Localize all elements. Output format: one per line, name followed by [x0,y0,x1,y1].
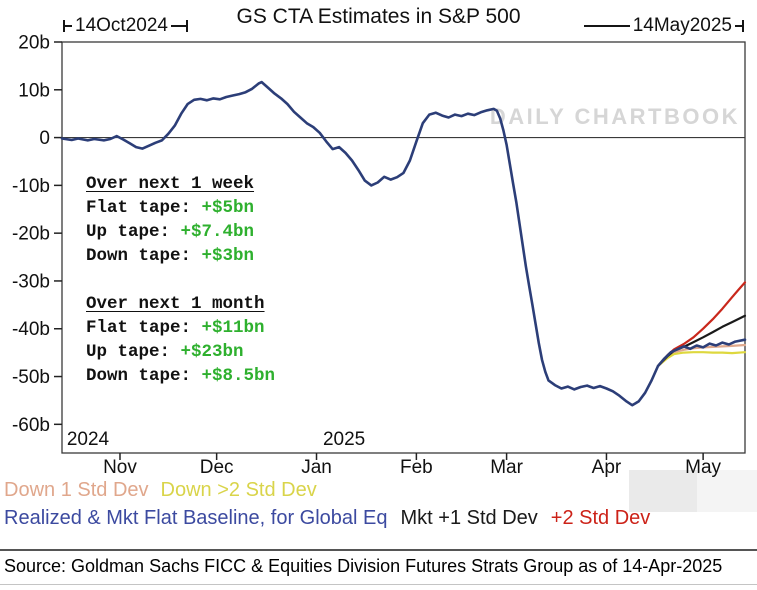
range-cap-icon [185,19,188,32]
y-tick-label: -60b [12,415,50,436]
annotation-week-group: Over next 1 week Flat tape: +$5bn Up tap… [86,172,275,268]
annotation-row: Down tape: +$8.5bn [86,364,275,388]
annotation-label: Down tape: [86,246,202,266]
y-tick-label: -30b [12,271,50,292]
range-line [170,24,186,27]
annotation-row: Up tape: +$7.4bn [86,220,275,244]
end-date-label: 14May2025 [632,15,732,36]
divider [0,549,757,551]
x-tick-label: Feb [400,457,433,478]
annotation-label: Up tape: [86,342,181,362]
range-cap-icon [742,19,744,32]
y-tick-label: 10b [18,80,50,101]
source-text: Source: Goldman Sachs FICC & Equities Di… [4,556,723,576]
annotation-month-group: Over next 1 month Flat tape: +$11bn Up t… [86,292,275,388]
annotation-row: Flat tape: +$5bn [86,196,275,220]
range-line [65,24,72,27]
date-range-start: 14Oct2024 [63,16,188,35]
year-label: 2025 [323,429,365,450]
range-line [735,24,742,27]
page-title: GS CTA Estimates in S&P 500 [236,5,521,28]
series-line-realized-flat-baseline [60,80,747,407]
divider [0,584,757,585]
chart-canvas: DAILY CHARTBOOK 20b 10b 0 -10b -20b -30b -40b -… [12,33,747,478]
range-line [583,24,630,27]
annotation-value: +$5bn [201,198,255,218]
y-tick-label: -50b [12,367,50,388]
y-tick-label: -20b [12,224,50,245]
start-date-label: 14Oct2024 [75,15,168,36]
series-line-mkt-plus-1-std-dev [656,314,747,368]
annotation-row: Up tape: +$23bn [86,340,275,364]
range-cap-icon [63,19,65,32]
legend-row-2: Realized & Mkt Flat Baseline, for Global… [4,507,650,530]
annotation-value: +$8.5bn [201,366,276,386]
annotation-value: +$23bn [180,342,244,362]
legend-item-down-1-std-dev: Down 1 Std Dev [4,479,149,501]
date-range-end: 14May2025 [583,15,744,36]
annotation-row: Flat tape: +$11bn [86,316,275,340]
watermark-artifact [629,470,697,512]
legend-item-plus-2-std-dev: +2 Std Dev [550,507,651,529]
annotation-month-title: Over next 1 month [86,294,265,314]
legend-row-1: Down 1 Std Dev Down >2 Std Dev [4,479,317,502]
annotation-row: Down tape: +$3bn [86,244,275,268]
legend-item-mkt-plus-1-std-dev: Mkt +1 Std Dev [400,507,538,529]
y-tick-label: 20b [18,33,50,54]
annotation-label: Flat tape: [86,198,202,218]
x-tick-label: Jan [301,457,332,478]
legend-item-realized-baseline: Realized & Mkt Flat Baseline, for Global… [4,507,388,529]
daily-chartbook-watermark: DAILY CHARTBOOK [490,104,740,129]
series-line-down-gt2-std-dev [656,351,747,368]
annotation-label: Up tape: [86,222,181,242]
annotation-label: Flat tape: [86,318,202,338]
y-tick-label: -10b [12,176,50,197]
annotation-week-title: Over next 1 week [86,174,255,194]
plot-frame [61,41,746,454]
x-tick-label: Nov [103,457,137,478]
estimate-annotations: Over next 1 week Flat tape: +$5bn Up tap… [86,172,275,388]
x-tick-label: Dec [200,457,234,478]
x-tick-label: Mar [490,457,523,478]
legend-item-down-gt2-std-dev: Down >2 Std Dev [160,479,317,501]
x-tick-label: May [685,457,721,478]
year-label: 2024 [67,429,110,450]
y-tick-label: 0 [39,128,50,149]
y-tick-label: -40b [12,319,50,340]
annotation-label: Down tape: [86,366,202,386]
annotation-value: +$7.4bn [180,222,255,242]
annotation-value: +$11bn [201,318,265,338]
watermark-artifact [697,470,757,512]
x-tick-label: Apr [592,457,622,478]
annotation-value: +$3bn [201,246,255,266]
